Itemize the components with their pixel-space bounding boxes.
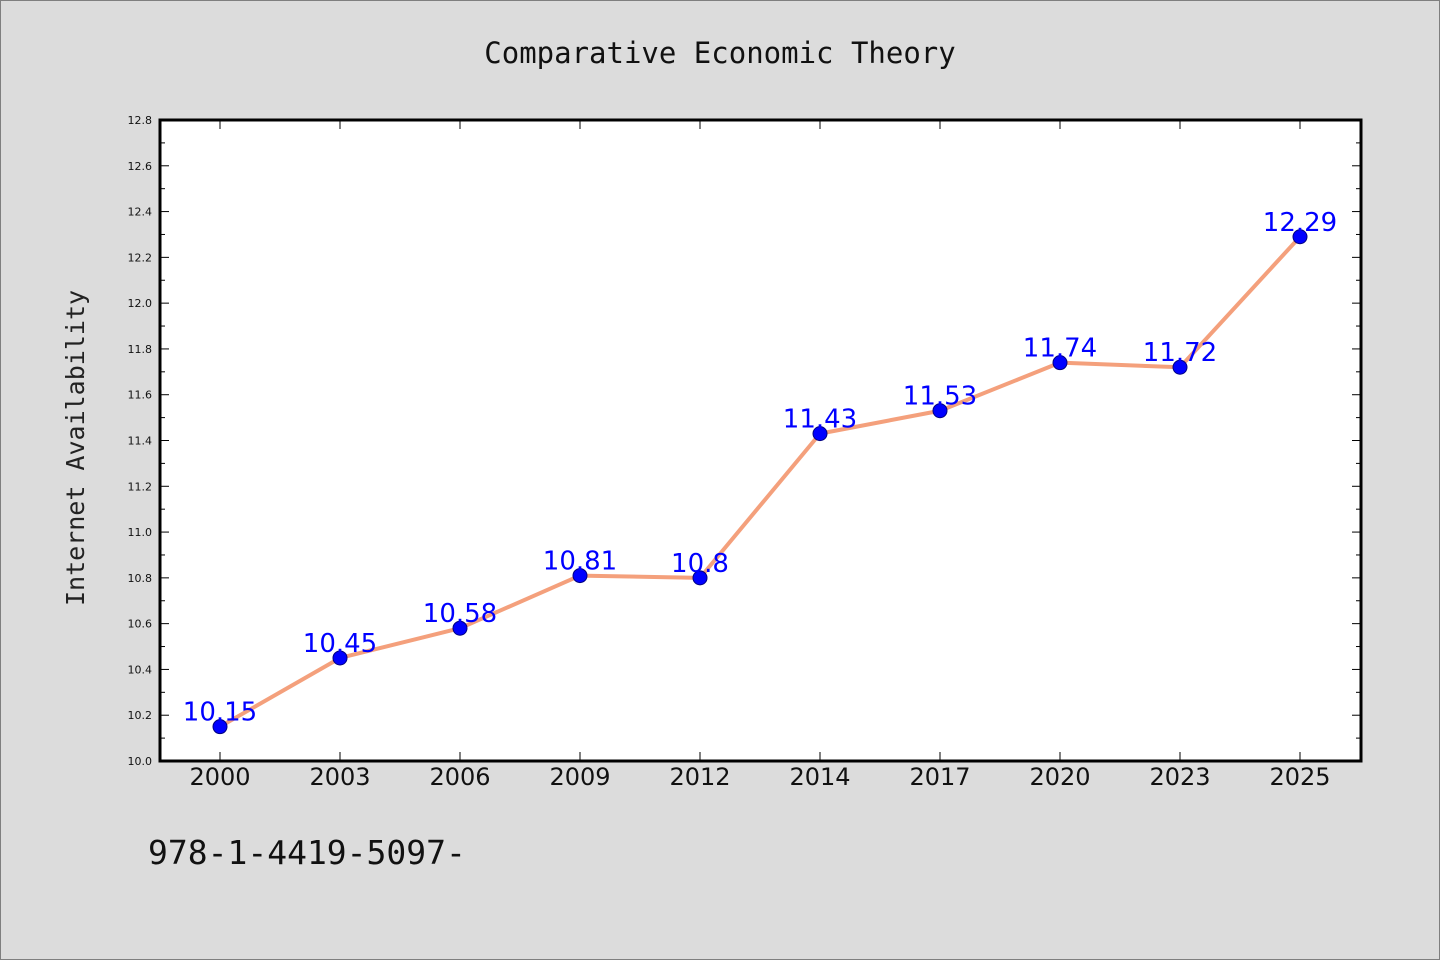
data-point-marker	[1292, 229, 1308, 245]
y-tick-label: 11.8	[128, 343, 153, 356]
x-tick-label: 2000	[189, 763, 250, 791]
y-tick-label: 10.4	[128, 663, 153, 676]
data-label: 10.81	[543, 547, 617, 577]
data-label: 11.74	[1023, 334, 1097, 364]
data-label: 10.15	[183, 698, 257, 728]
x-tick-label: 2014	[789, 763, 850, 791]
data-label: 11.72	[1143, 338, 1217, 368]
data-point-marker	[452, 620, 468, 636]
data-label: 12.29	[1263, 208, 1337, 238]
x-axis-ticks: 2000 2003 2006 2009 2012 2014 2017 2020 2023 2025	[189, 120, 1331, 791]
y-tick-label: 11.4	[128, 435, 153, 448]
data-label: 10.45	[303, 629, 377, 659]
series-layer: 10.15 10.45 10.58 10.81 10.8 11.43 11.53 11.74 1…	[183, 208, 1337, 735]
x-tick-label: 2023	[1149, 763, 1210, 791]
series-line	[218, 234, 1302, 729]
x-tick-label: 2025	[1269, 763, 1330, 791]
data-point-marker	[1172, 359, 1188, 375]
y-tick-label: 11.0	[128, 526, 153, 539]
y-tick-label: 12.0	[128, 297, 153, 310]
data-point-marker	[1052, 355, 1068, 371]
data-point-marker	[572, 568, 588, 584]
y-tick-label: 10.6	[128, 618, 153, 631]
data-label: 11.53	[903, 382, 977, 412]
data-point-marker	[692, 570, 708, 586]
y-tick-label: 12.2	[128, 251, 153, 264]
y-tick-label: 10.0	[128, 755, 153, 768]
data-label: 10.58	[423, 599, 497, 629]
data-point-marker	[212, 719, 228, 735]
x-tick-label: 2017	[909, 763, 970, 791]
y-axis-ticks: 10.0 10.2 10.4 10.6 10.8 11.0 11.2 11.4 11.6 11.8…	[128, 114, 1361, 768]
y-tick-label: 11.6	[128, 389, 153, 402]
y-tick-label: 12.4	[128, 206, 153, 219]
data-point-marker	[332, 650, 348, 666]
x-tick-label: 2012	[669, 763, 730, 791]
x-tick-label: 2020	[1029, 763, 1090, 791]
data-label: 11.43	[783, 405, 857, 435]
y-tick-label: 12.8	[128, 114, 153, 127]
y-tick-label: 11.2	[128, 480, 153, 493]
chart-title: Comparative Economic Theory	[484, 36, 955, 70]
x-tick-label: 2006	[429, 763, 490, 791]
y-tick-label: 12.6	[128, 160, 153, 173]
y-tick-label: 10.2	[128, 709, 153, 722]
isbn-footer-text: 978-1-4419-5097-	[148, 833, 466, 872]
y-axis-label: Internet Availability	[61, 290, 90, 606]
data-point-marker	[812, 426, 828, 442]
data-point-marker	[932, 403, 948, 419]
data-label: 10.8	[671, 549, 729, 579]
x-tick-label: 2003	[309, 763, 370, 791]
x-tick-label: 2009	[549, 763, 610, 791]
y-tick-label: 10.8	[128, 572, 153, 585]
